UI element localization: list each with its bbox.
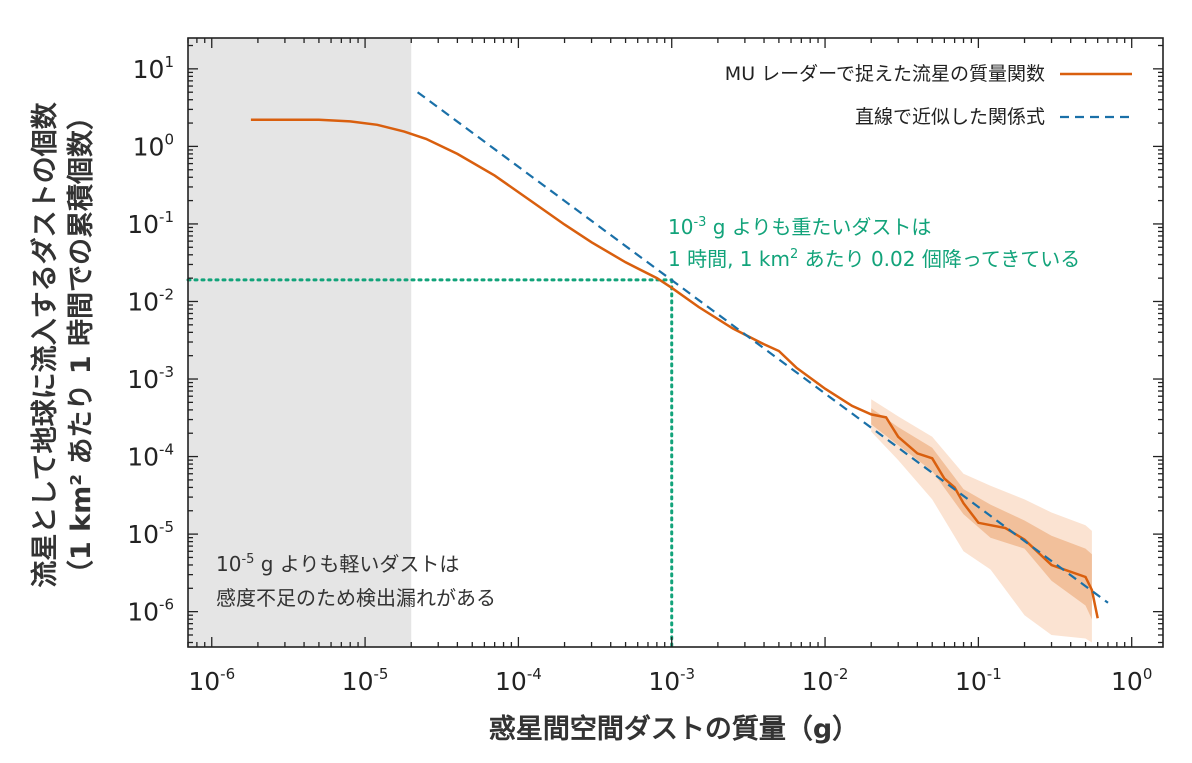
y-tick-label: 10-2	[127, 285, 174, 316]
y-tick-label: 101	[133, 53, 174, 84]
y-tick-label: 10-4	[127, 441, 174, 472]
annotation-heavy-line2: 1 時間, 1 km2 あたり 0.02 個降ってきている	[668, 247, 1080, 271]
legend-label-fit: 直線で近似した関係式	[855, 106, 1045, 128]
x-tick-label: 10-3	[648, 665, 695, 696]
y-tick-label: 10-3	[127, 363, 174, 394]
x-tick-label: 10-1	[955, 665, 1002, 696]
legend: MU レーダーで捉えた流星の質量関数 直線で近似した関係式	[725, 63, 1132, 128]
y-axis-title-line1: 流星として地球に流入するダストの個数	[29, 101, 61, 587]
y-axis-title-line2: （1 km² あたり 1 時間での累積個数）	[66, 103, 97, 587]
undetected-region	[188, 38, 412, 647]
x-axis-title: 惑星間空間ダストの質量（g）	[489, 713, 859, 745]
y-tick-label: 10-6	[127, 596, 174, 627]
x-tick-label: 10-2	[802, 665, 849, 696]
series-line-fit	[416, 91, 1109, 604]
legend-label-mu-radar: MU レーダーで捉えた流星の質量関数	[725, 63, 1045, 85]
annotation-heavy-dust: 10-3 g よりも重たいダストは 1 時間, 1 km2 あたり 0.02 個…	[668, 215, 1080, 271]
annotation-light-line2: 感度不足のため検出漏れがある	[216, 586, 496, 610]
uncertainty-band-inner	[871, 408, 1092, 620]
annotation-heavy-line1: 10-3 g よりも重たいダストは	[668, 215, 931, 239]
x-tick-label: 10-5	[342, 665, 389, 696]
axes: 10-6 10-5 10-4 10-3 10-2 10-1 100 101 100 10-1 10-…	[127, 37, 1164, 696]
x-tick-label: 100	[1111, 665, 1152, 696]
x-tick-label: 10-4	[495, 665, 542, 696]
y-tick-label: 10-5	[127, 518, 174, 549]
annotation-light-line1: 10-5 g よりも軽いダストは	[216, 552, 459, 576]
y-tick-label: 100	[133, 130, 174, 161]
y-tick-label: 10-1	[127, 208, 174, 239]
series-line-mu-radar	[250, 118, 1099, 619]
plot-area	[186, 38, 1109, 649]
x-tick-label: 10-6	[188, 665, 235, 696]
annotation-light-dust: 10-5 g よりも軽いダストは 感度不足のため検出漏れがある	[216, 552, 496, 610]
y-axis-title: 流星として地球に流入するダストの個数 （1 km² あたり 1 時間での累積個数…	[29, 101, 97, 587]
